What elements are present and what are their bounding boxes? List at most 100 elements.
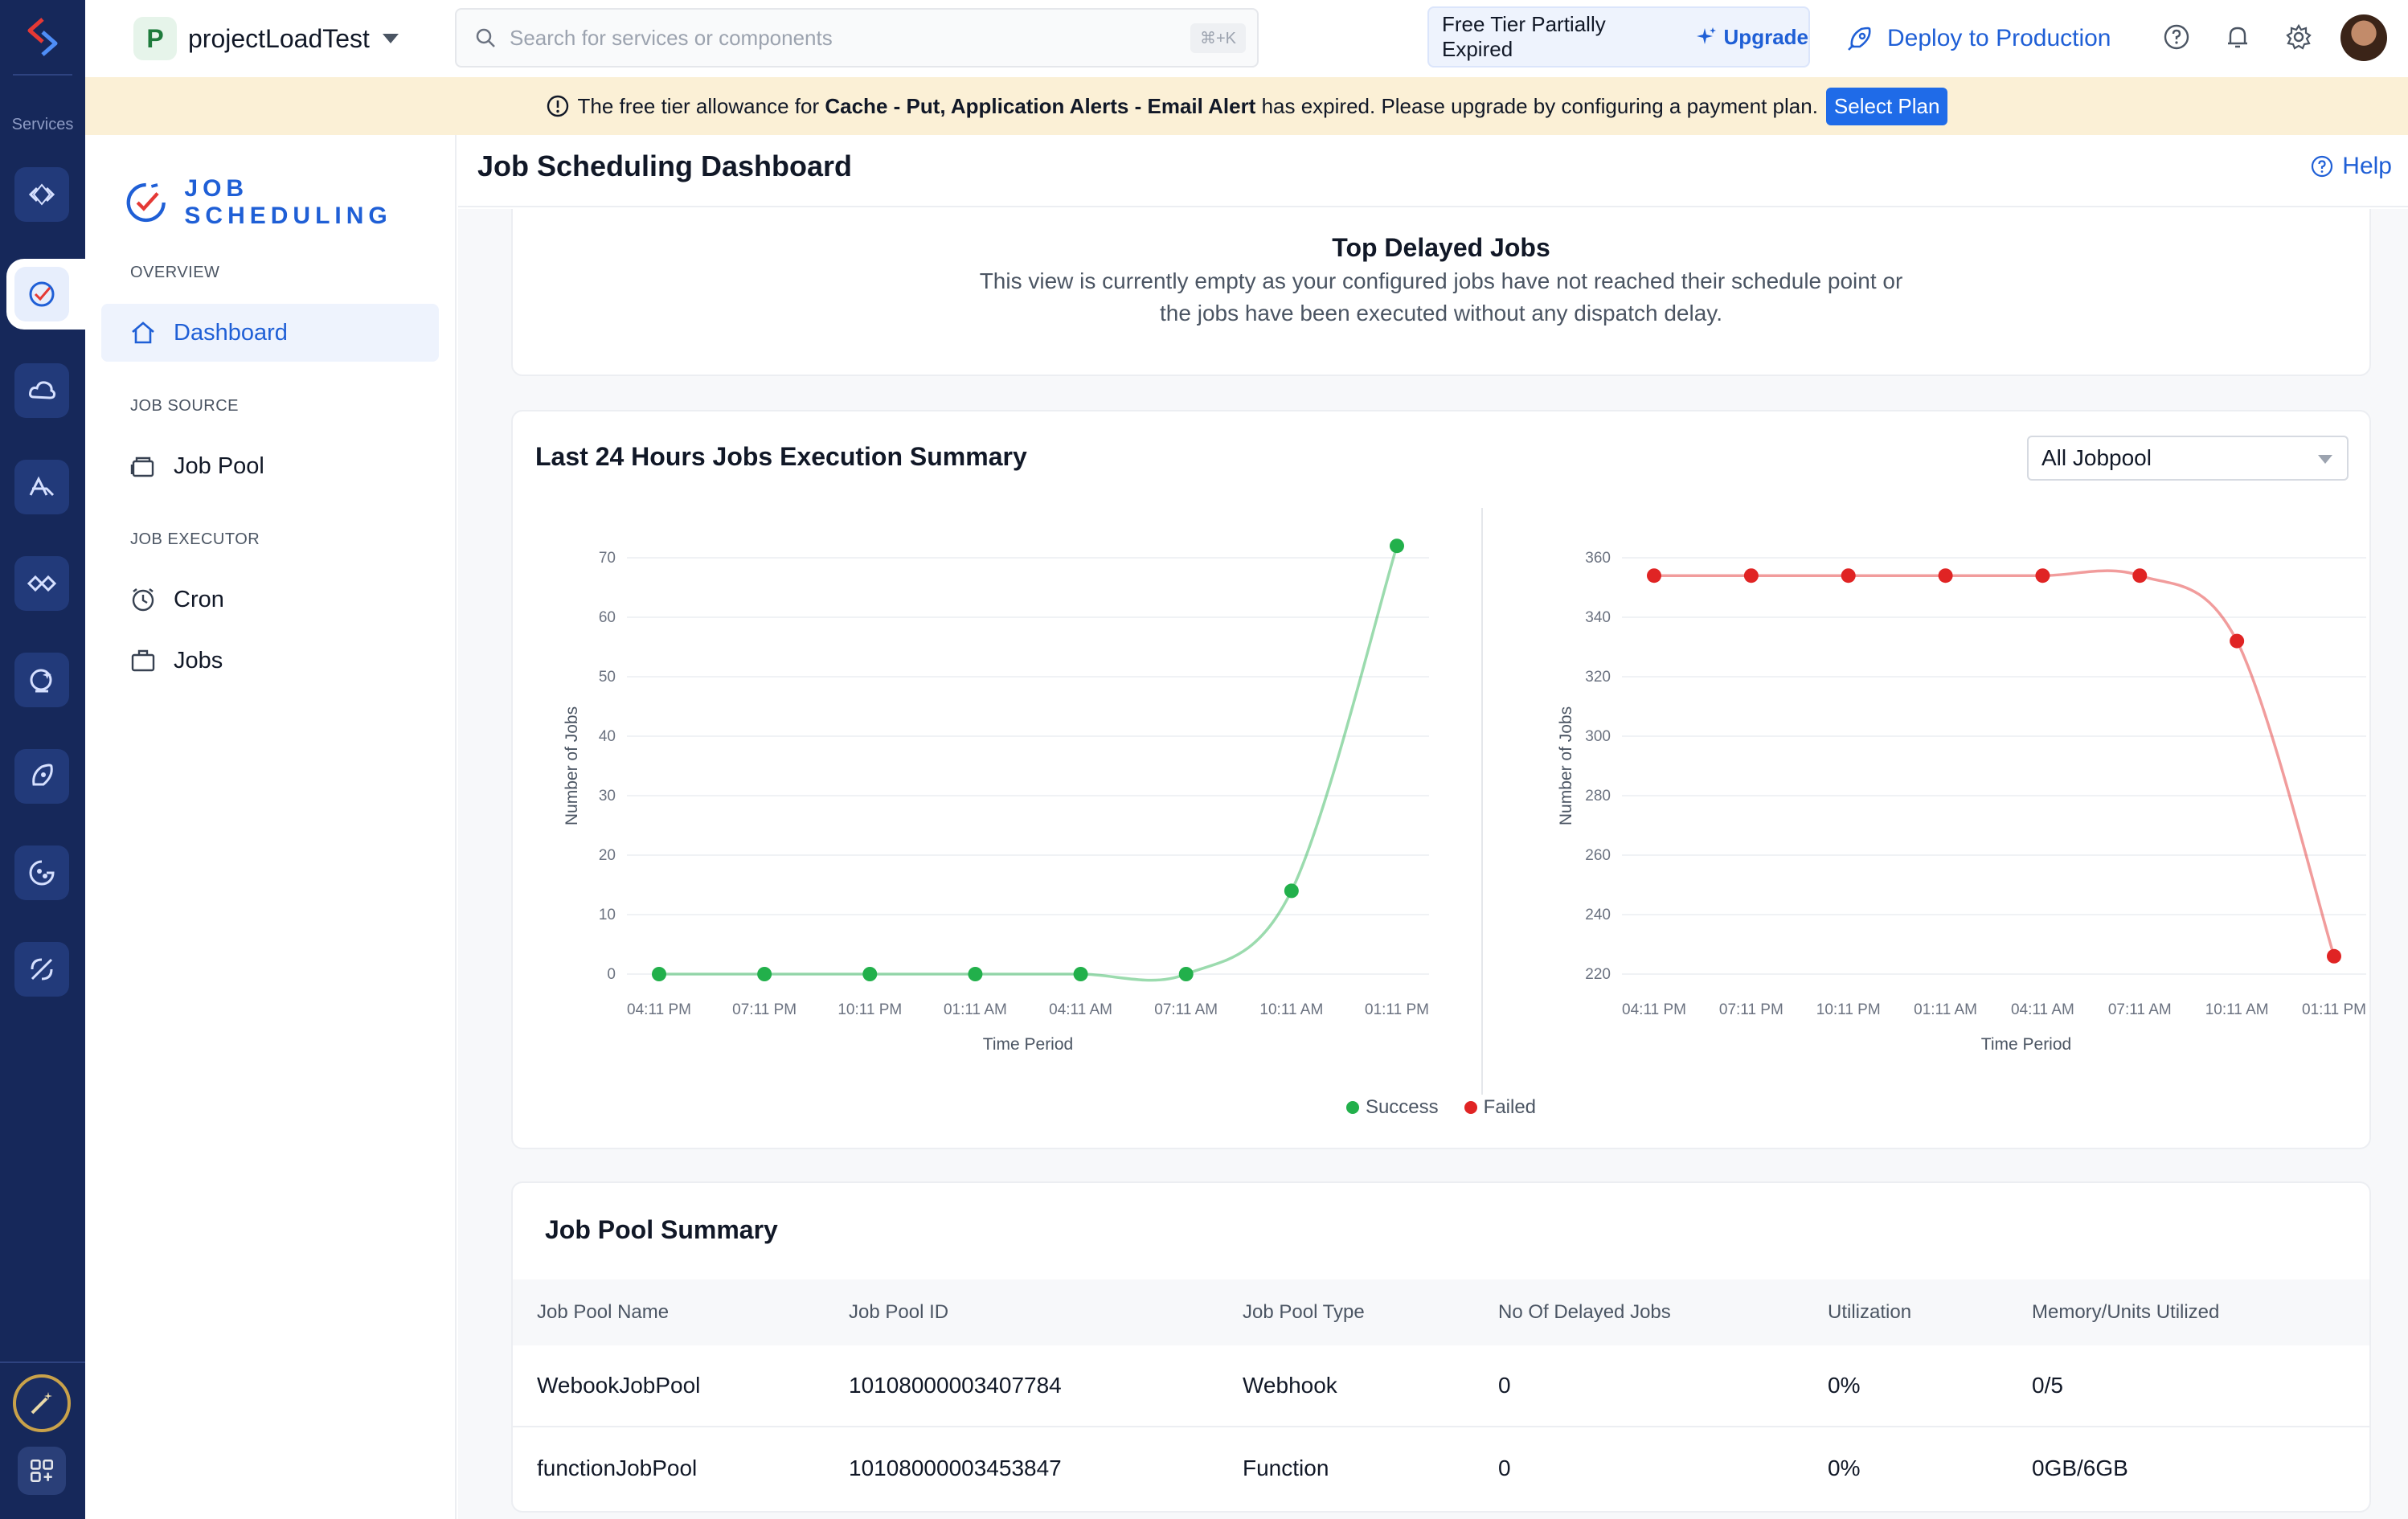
data-point-failed	[1841, 568, 1856, 583]
x-tick-label: 04:11 AM	[1049, 1001, 1112, 1018]
rail-bottom-divider	[0, 1361, 85, 1363]
x-tick-label: 07:11 PM	[1719, 1001, 1783, 1018]
legend-dot	[1464, 1101, 1477, 1114]
pipelines-icon[interactable]	[14, 942, 69, 997]
data-point-success	[757, 967, 772, 981]
user-avatar[interactable]	[2340, 14, 2387, 61]
x-tick-label: 10:11 AM	[1259, 1001, 1323, 1018]
data-point-success	[1073, 967, 1088, 981]
signals-icon[interactable]	[14, 653, 69, 707]
upgrade-button[interactable]: Upgrade	[1695, 25, 1808, 50]
chevron-down-icon	[2318, 455, 2332, 464]
y-tick-label: 300	[1585, 728, 1611, 745]
home-icon	[132, 321, 154, 344]
jobpool-filter-select[interactable]: All Jobpool	[2027, 436, 2349, 481]
rail-divider	[13, 74, 72, 76]
y-tick-label: 30	[599, 788, 616, 805]
service-title: JOB SCHEDULING	[184, 175, 392, 229]
table-cell: 0/5	[2032, 1373, 2063, 1398]
table-cell: 10108000003407784	[849, 1373, 1062, 1398]
gear-icon[interactable]	[2283, 21, 2315, 53]
y-tick-label: 50	[599, 669, 616, 686]
x-tick-label: 04:11 PM	[1622, 1001, 1686, 1018]
card-title: Last 24 Hours Jobs Execution Summary	[535, 442, 1027, 471]
chart-legend: Success Failed	[513, 1096, 2369, 1119]
table-row[interactable]: WebookJobPool 10108000003407784 Webhook …	[513, 1345, 2369, 1427]
x-axis-title: Time Period	[983, 1035, 1073, 1054]
x-axis-title: Time Period	[1981, 1035, 2071, 1054]
help-link[interactable]: Help	[2310, 153, 2392, 180]
table-row[interactable]: functionJobPool 10108000003453847 Functi…	[513, 1427, 2369, 1509]
bell-icon[interactable]	[2222, 21, 2254, 53]
service-sidebar: JOB SCHEDULING OVERVIEW Dashboard JOB SO…	[85, 135, 457, 1519]
alarm-clock-icon	[132, 588, 154, 612]
briefcase-icon	[131, 649, 155, 672]
page-title: Job Scheduling Dashboard	[477, 149, 853, 182]
help-circle-icon[interactable]	[2160, 21, 2193, 53]
sidebar-item-jobs[interactable]: Jobs	[101, 632, 439, 690]
data-point-success	[652, 967, 666, 981]
tier-status-text: Free Tier Partially Expired	[1442, 12, 1606, 61]
y-tick-label: 360	[1585, 550, 1611, 567]
column-header[interactable]: Job Pool Name	[537, 1301, 670, 1323]
x-tick-label: 07:11 PM	[732, 1001, 797, 1018]
expiry-banner: The free tier allowance for Cache - Put,…	[85, 77, 2408, 135]
data-point-success	[862, 967, 878, 981]
search-box[interactable]: ⌘+K	[455, 8, 1259, 68]
table-header: Job Pool Name Job Pool ID Job Pool Type …	[513, 1279, 2369, 1345]
data-point-failed	[2230, 633, 2245, 649]
select-plan-button[interactable]: Select Plan	[1825, 87, 1948, 125]
x-tick-label: 04:11 AM	[2011, 1001, 2074, 1018]
job-scheduling-icon	[126, 182, 166, 223]
services-label: Services	[11, 116, 74, 133]
execution-charts: 0 10 20 30 40 50 60 70 04:11 PM 07:11 PM 10:11 PM 0…	[563, 508, 2366, 1095]
wand-icon[interactable]	[13, 1374, 71, 1432]
table-cell: 0%	[1828, 1373, 1861, 1398]
api-gateway-icon[interactable]	[14, 556, 69, 611]
analytics-icon[interactable]	[14, 845, 69, 900]
table-cell: Webhook	[1243, 1373, 1337, 1398]
cloud-icon[interactable]	[14, 363, 69, 418]
table-cell: 0	[1498, 1456, 1511, 1480]
data-point-failed	[2132, 568, 2148, 583]
sidebar-item-cron[interactable]: Cron	[101, 571, 439, 628]
legend-label: Failed	[1483, 1096, 1537, 1118]
auth-icon[interactable]	[14, 460, 69, 514]
column-header[interactable]: No Of Delayed Jobs	[1498, 1301, 1671, 1323]
x-tick-label: 01:11 AM	[1914, 1001, 1977, 1018]
sidebar-item-dashboard[interactable]: Dashboard	[101, 304, 439, 362]
y-tick-label: 340	[1585, 609, 1611, 626]
data-point-failed	[1743, 568, 1759, 583]
rocket-icon[interactable]	[14, 749, 69, 804]
apps-grid-icon[interactable]	[18, 1447, 66, 1495]
project-switcher[interactable]: P projectLoadTest	[133, 16, 399, 61]
y-tick-label: 20	[599, 847, 616, 864]
info-icon	[547, 95, 568, 117]
service-brand: JOB SCHEDULING	[124, 175, 455, 230]
legend-dot	[1345, 1101, 1359, 1114]
section-job-executor: JOB EXECUTOR	[130, 530, 260, 548]
sidebar-item-job-pool[interactable]: Job Pool	[101, 437, 439, 495]
y-tick-label: 240	[1585, 907, 1611, 923]
code-icon[interactable]	[14, 167, 69, 222]
column-header[interactable]: Job Pool Type	[1243, 1301, 1365, 1323]
deploy-to-production-button[interactable]: Deploy to Production	[1845, 16, 2111, 61]
banner-services: Cache - Put, Application Alerts - Email …	[825, 93, 1256, 118]
free-tier-badge[interactable]: Free Tier Partially Expired Upgrade	[1427, 6, 1810, 68]
y-tick-label: 40	[599, 728, 616, 745]
sidebar-item-label: Cron	[174, 586, 224, 612]
catalyst-logo-icon[interactable]	[20, 14, 65, 59]
job-pool-icon	[130, 457, 154, 477]
y-tick-label: 10	[599, 907, 616, 923]
top-bar: P projectLoadTest ⌘+K Free Tier Partiall…	[85, 0, 2408, 77]
legend-success[interactable]: Success	[1345, 1096, 1439, 1119]
table-cell: WebookJobPool	[537, 1373, 701, 1398]
column-header[interactable]: Job Pool ID	[849, 1301, 949, 1323]
job-scheduling-icon[interactable]	[14, 267, 69, 321]
column-header[interactable]: Memory/Units Utilized	[2032, 1301, 2220, 1323]
legend-failed[interactable]: Failed	[1464, 1096, 1536, 1119]
y-tick-label: 60	[599, 609, 616, 626]
column-header[interactable]: Utilization	[1828, 1301, 1912, 1323]
search-input[interactable]	[510, 25, 1190, 51]
data-point-failed	[2327, 948, 2341, 964]
